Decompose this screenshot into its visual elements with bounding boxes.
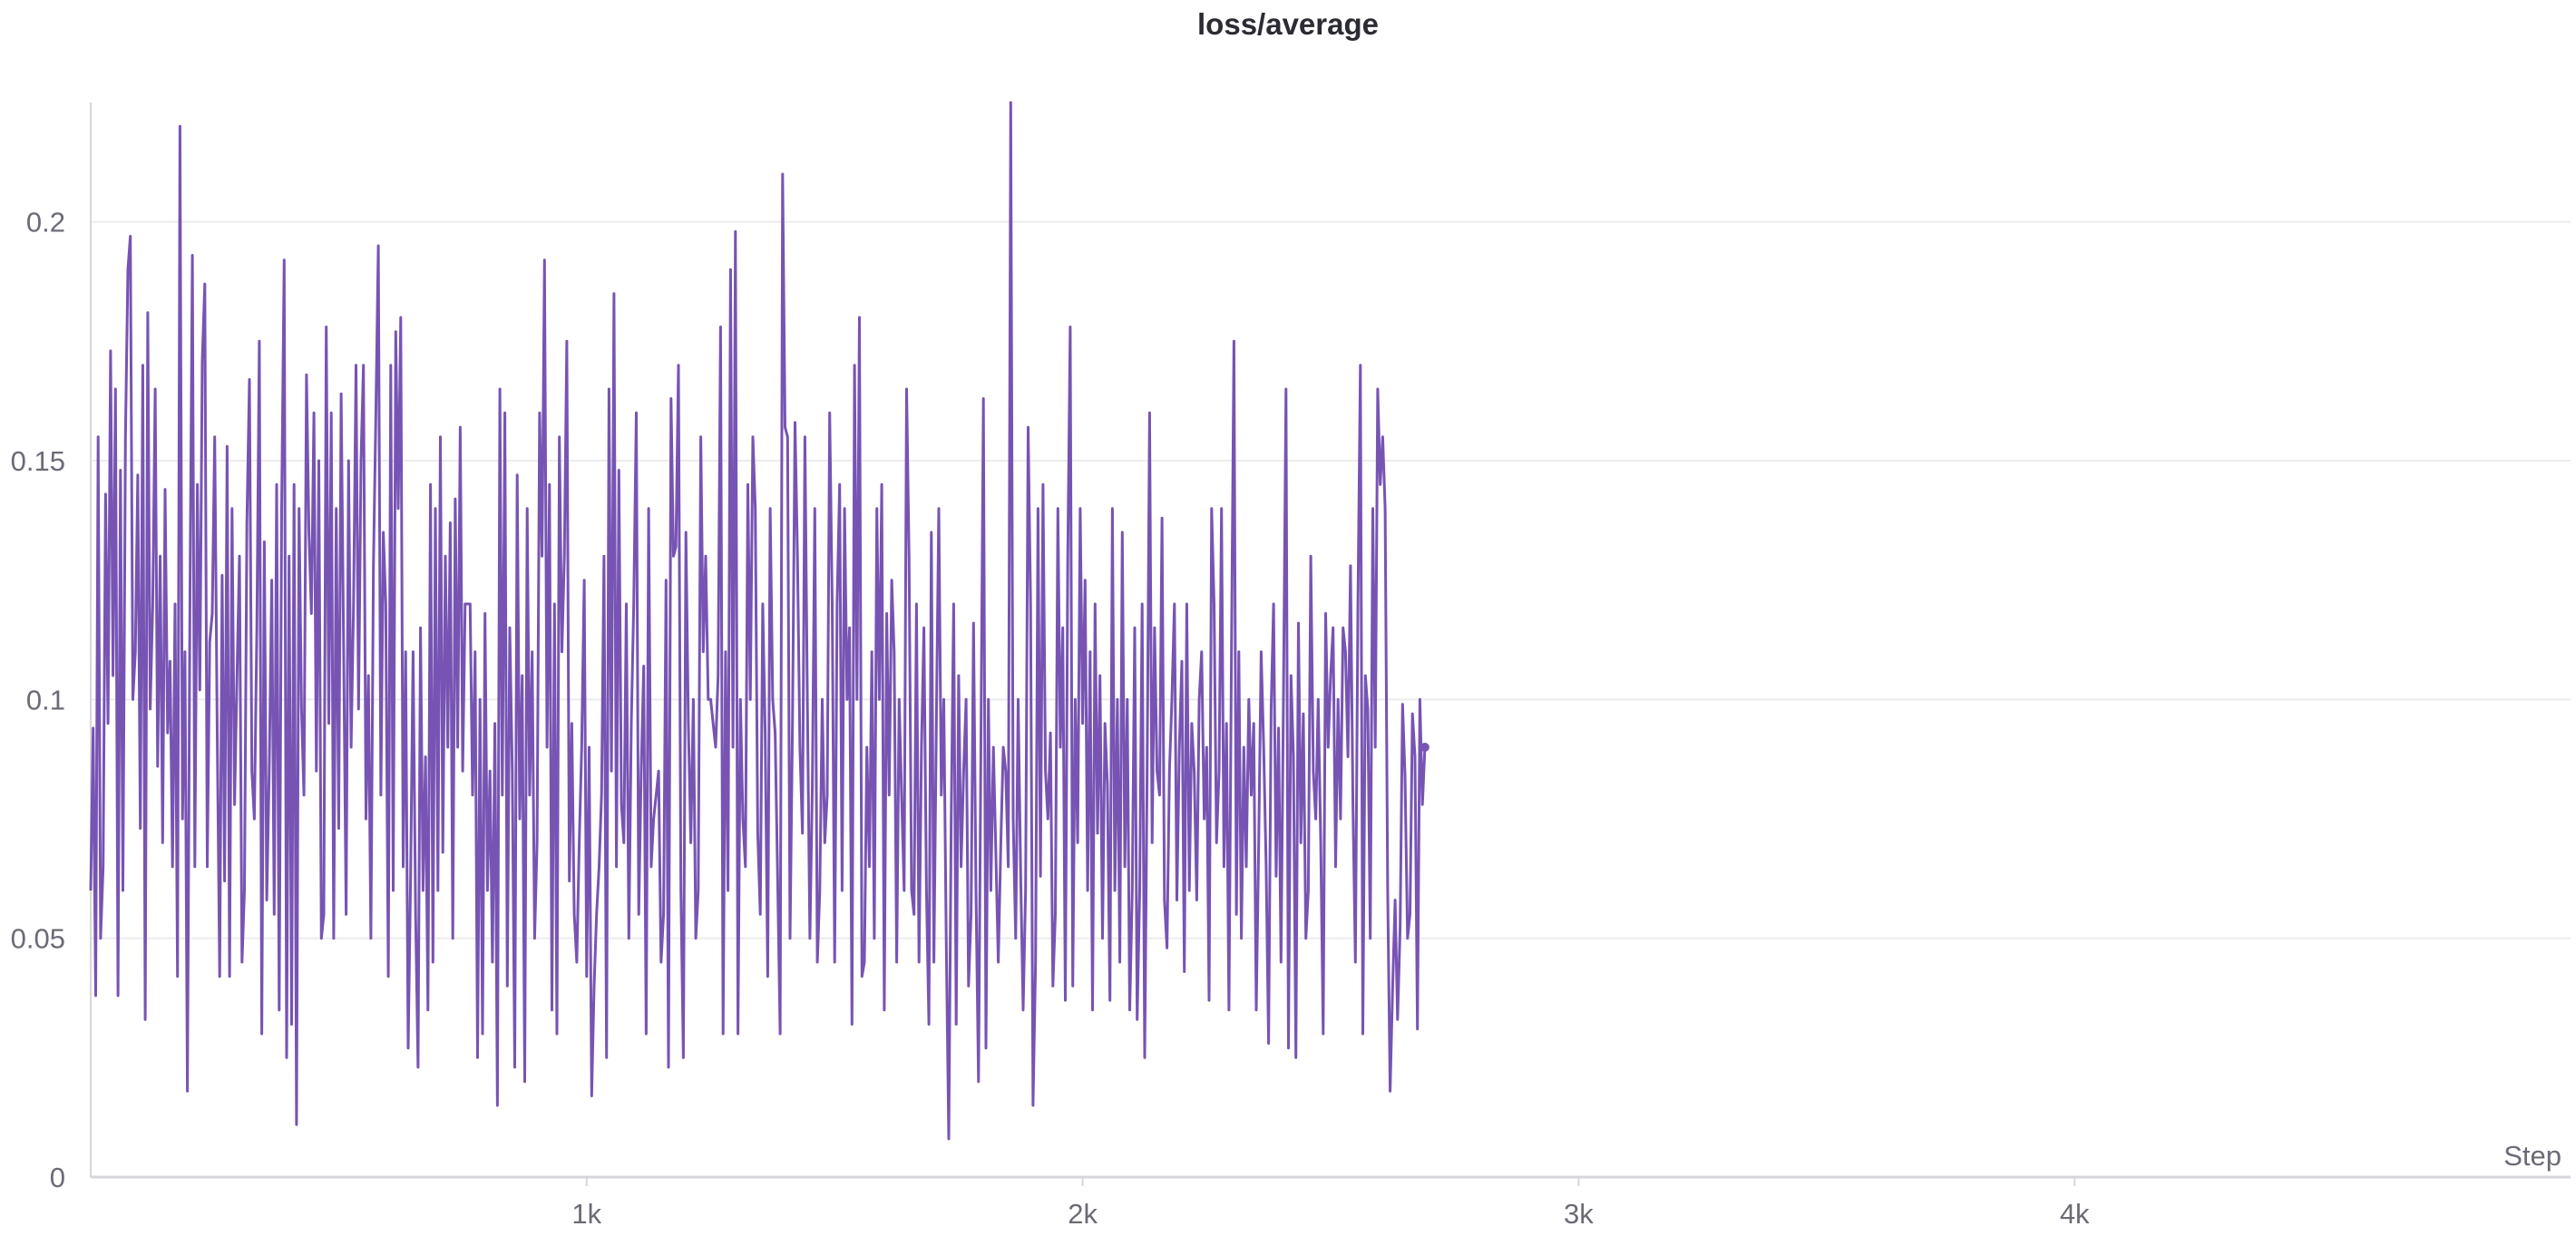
chart-title: loss/average <box>1197 7 1379 41</box>
x-tick-label: 3k <box>1564 1198 1594 1230</box>
series-endpoint[interactable] <box>1420 743 1429 752</box>
y-tick-label: 0.15 <box>11 445 65 477</box>
x-tick-label: 4k <box>2060 1198 2090 1230</box>
y-tick-label: 0.2 <box>26 207 65 238</box>
x-tick-label: 2k <box>1068 1198 1098 1230</box>
tick-labels: 0 0.05 0.1 0.15 0.2 1k 2k 3k 4k <box>11 207 2090 1230</box>
y-tick-label: 0.05 <box>11 923 65 955</box>
x-tick-label: 1k <box>571 1198 601 1230</box>
x-axis-title: Step <box>2503 1140 2561 1172</box>
y-tick-label: 0.1 <box>26 684 65 715</box>
series-line[interactable] <box>89 101 1427 1141</box>
y-tick-label: 0 <box>50 1162 65 1193</box>
axes <box>90 102 2571 1186</box>
series-layer[interactable] <box>89 101 1429 1141</box>
